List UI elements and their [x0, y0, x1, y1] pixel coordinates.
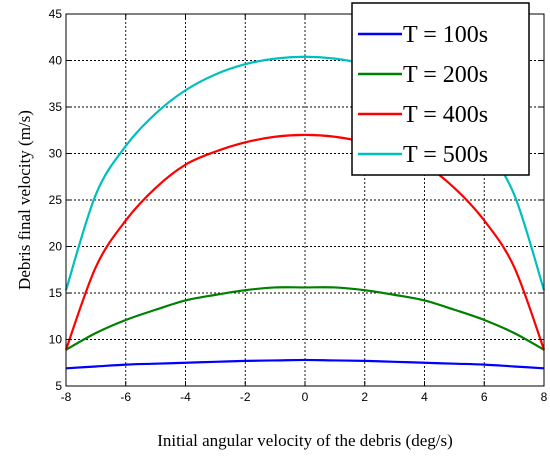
x-tick-label: -8: [61, 390, 72, 404]
axis-ticks: -8 -6 -4 -2 0 2 4 6 8 5 10 15 20 25 30 35 40 45: [49, 7, 548, 404]
y-tick-label: 5: [55, 379, 62, 393]
series-line-1: [65, 358, 545, 370]
y-tick-label: 25: [49, 193, 63, 207]
legend-box: [351, 2, 530, 176]
x-tick-label: -2: [240, 390, 251, 404]
x-tick-label: 8: [541, 390, 548, 404]
y-tick-label: 45: [49, 7, 63, 21]
x-tick-label: 0: [302, 390, 309, 404]
series-line-2: [65, 286, 545, 351]
y-tick-label: 20: [49, 240, 63, 254]
x-tick-label: -4: [180, 390, 191, 404]
y-tick-label: 15: [49, 286, 63, 300]
y-tick-label: 10: [49, 333, 63, 347]
x-tick-label: 4: [421, 390, 428, 404]
x-tick-label: 6: [481, 390, 488, 404]
y-tick-label: 40: [49, 54, 63, 68]
legend-label: T = 100s: [403, 22, 488, 48]
legend-label: T = 200s: [403, 62, 488, 88]
x-tick-label: -6: [120, 390, 131, 404]
y-axis-label: Debris final velocity (m/s): [15, 110, 34, 290]
series-line-3: [64, 133, 546, 351]
legend: T = 100s T = 200s T = 400s T = 500s: [351, 2, 530, 176]
y-tick-label: 35: [49, 100, 63, 114]
x-tick-label: 2: [361, 390, 368, 404]
y-tick-label: 30: [49, 147, 63, 161]
legend-label: T = 400s: [403, 102, 488, 128]
legend-label: T = 500s: [403, 142, 488, 168]
x-axis-label: Initial angular velocity of the debris (…: [157, 431, 453, 450]
